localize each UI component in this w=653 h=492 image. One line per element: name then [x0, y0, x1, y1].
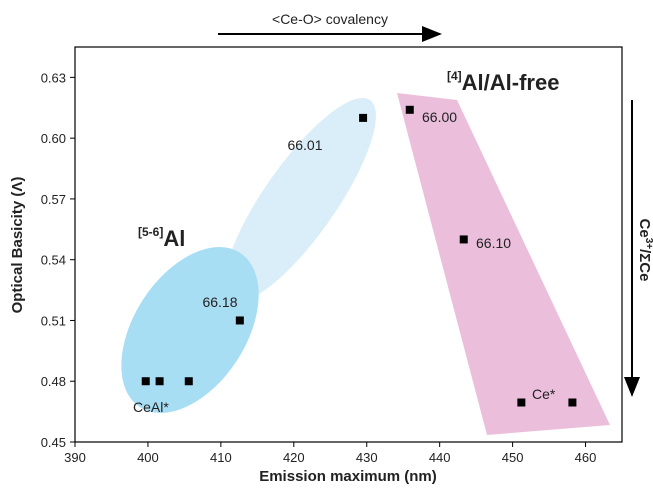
- group-text: Al: [163, 226, 185, 251]
- x-tick-label: 390: [64, 450, 86, 465]
- x-tick-label: 440: [429, 450, 451, 465]
- y-tick-label: 0.45: [41, 435, 66, 450]
- group-label: [5-6]Al: [138, 225, 185, 251]
- y-tick-label: 0.63: [41, 70, 66, 85]
- annotation: CeAl*: [133, 399, 169, 415]
- top-arrow-label: <Ce-O> covalency: [272, 11, 388, 27]
- point: [155, 377, 164, 386]
- y-tick-label: 0.51: [41, 313, 66, 328]
- point: [359, 113, 368, 122]
- point: [235, 316, 244, 325]
- label-part: Ce: [636, 219, 653, 238]
- region-al: [121, 247, 259, 413]
- annotation: 66.00: [422, 109, 457, 125]
- x-tick-label: 460: [575, 450, 597, 465]
- right-arrow-label: Ce3+/ΣCe: [636, 219, 653, 282]
- annotation: 66.10: [476, 235, 511, 251]
- x-tick-label: 450: [502, 450, 524, 465]
- y-axis-title: Optical Basicity (Λ): [9, 177, 26, 314]
- x-tick-label: 420: [283, 450, 305, 465]
- annotation: Ce*: [532, 386, 556, 402]
- group-sup: [4]: [447, 69, 462, 83]
- x-tick-label: 430: [356, 450, 378, 465]
- x-tick-label: 410: [210, 450, 232, 465]
- region-al-free: [397, 93, 610, 435]
- point: [459, 235, 468, 244]
- point: [184, 377, 193, 386]
- x-tick-label: 400: [137, 450, 159, 465]
- x-axis-title: Emission maximum (nm): [259, 468, 437, 485]
- point: [405, 105, 414, 114]
- point: [141, 377, 150, 386]
- group-sup: [5-6]: [138, 225, 163, 239]
- plot-frame: [74, 46, 623, 443]
- label-sup: 3+: [643, 238, 653, 250]
- annotation: 66.01: [287, 137, 322, 153]
- region-transition: [224, 97, 376, 303]
- point: [517, 398, 526, 407]
- y-tick-label: 0.54: [41, 253, 66, 268]
- y-tick-label: 0.48: [41, 374, 66, 389]
- group-label: [4]Al/Al-free: [447, 69, 559, 95]
- annotation: 66.18: [202, 294, 237, 310]
- label-part: /ΣCe: [636, 249, 653, 281]
- y-tick-label: 0.60: [41, 131, 66, 146]
- group-text: Al/Al-free: [462, 70, 560, 95]
- point: [568, 398, 577, 407]
- y-tick-label: 0.57: [41, 192, 66, 207]
